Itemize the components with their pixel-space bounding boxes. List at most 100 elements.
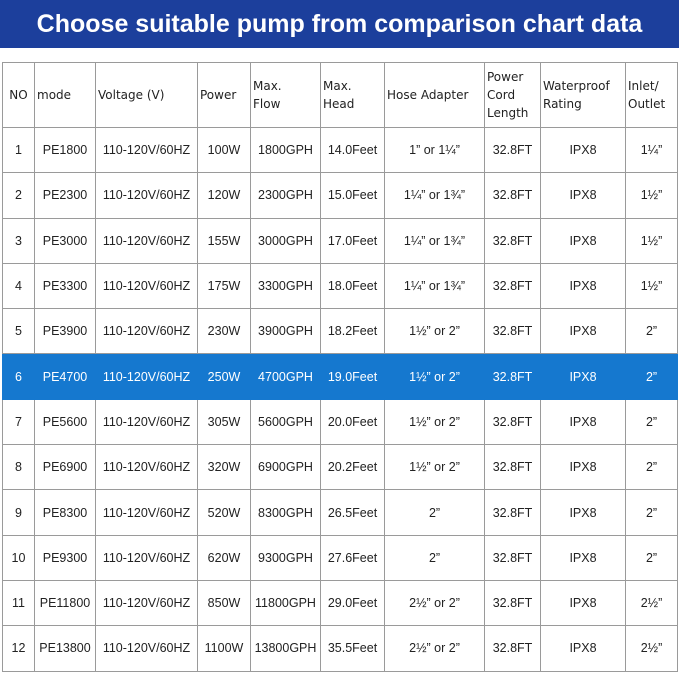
header-line: Max.: [323, 79, 352, 93]
table-cell: PE4700: [34, 353, 96, 400]
table-cell: 2”: [625, 308, 678, 355]
table-row: 6 PE4700 110-120V/60HZ 250W 4700GPH 19.0Feet 1…: [2, 353, 678, 400]
table-cell: 4700GPH: [250, 353, 321, 400]
table-cell: IPX8: [540, 625, 626, 672]
table-cell: 520W: [197, 489, 251, 536]
table-cell: 5: [2, 308, 35, 355]
table-cell: PE5600: [34, 398, 96, 446]
table-cell: 32.8FT: [484, 172, 541, 219]
table-cell: PE3300: [34, 262, 96, 310]
table-cell: 2”: [625, 398, 678, 446]
table-cell: 1½” or 2”: [384, 308, 485, 355]
table-cell: 2: [2, 172, 35, 219]
comparison-table: NO mode Voltage (V) Power Max. Flow Max. Head Ho…: [2, 62, 678, 672]
table-cell: 15.0Feet: [320, 172, 385, 219]
table-row: 4 PE3300 110-120V/60HZ 175W 3300GPH 18.0Feet 1…: [2, 262, 678, 310]
table-cell: IPX8: [540, 126, 626, 174]
table-cell: 32.8FT: [484, 625, 541, 672]
table-cell: PE13800: [34, 625, 96, 672]
table-cell: PE8300: [34, 489, 96, 536]
table-cell: 250W: [197, 353, 251, 400]
table-cell: 29.0Feet: [320, 579, 385, 627]
table-cell: IPX8: [540, 398, 626, 446]
table-cell: 14.0Feet: [320, 126, 385, 174]
table-cell: 1100W: [197, 625, 251, 672]
table-cell: 13800GPH: [250, 625, 321, 672]
header-line: mode: [37, 88, 72, 102]
table-cell: 1½”: [625, 217, 678, 264]
table-cell: 175W: [197, 262, 251, 310]
table-cell: 9: [2, 489, 35, 536]
table-cell: PE3000: [34, 217, 96, 264]
header-line: Head: [323, 97, 355, 111]
table-cell: 32.8FT: [484, 534, 541, 581]
table-cell: 10: [2, 534, 35, 581]
table-cell: 18.0Feet: [320, 262, 385, 310]
table-row: 5 PE3900 110-120V/60HZ 230W 3900GPH 18.2Feet 1…: [2, 308, 678, 355]
table-cell: 9300GPH: [250, 534, 321, 581]
column-header: Max. Head: [320, 62, 385, 128]
table-cell: 4: [2, 262, 35, 310]
table-cell: 110-120V/60HZ: [95, 126, 198, 174]
table-cell: 1½”: [625, 262, 678, 310]
table-cell: IPX8: [540, 579, 626, 627]
table-cell: 1¼” or 1¾”: [384, 262, 485, 310]
table-row: 8 PE6900 110-120V/60HZ 320W 6900GPH 20.2Feet 1…: [2, 444, 678, 491]
column-header: Max. Flow: [250, 62, 321, 128]
table-cell: 20.0Feet: [320, 398, 385, 446]
table-cell: 305W: [197, 398, 251, 446]
table-cell: 32.8FT: [484, 308, 541, 355]
table-cell: 17.0Feet: [320, 217, 385, 264]
table-cell: PE11800: [34, 579, 96, 627]
table-cell: 110-120V/60HZ: [95, 625, 198, 672]
table-cell: 110-120V/60HZ: [95, 579, 198, 627]
table-cell: 3900GPH: [250, 308, 321, 355]
table-cell: 1¼” or 1¾”: [384, 217, 485, 264]
title-banner: Choose suitable pump from comparison cha…: [0, 0, 679, 48]
table-cell: 110-120V/60HZ: [95, 217, 198, 264]
table-cell: IPX8: [540, 489, 626, 536]
table-cell: 32.8FT: [484, 262, 541, 310]
table-cell: 320W: [197, 444, 251, 491]
table-cell: 230W: [197, 308, 251, 355]
table-row: 1 PE1800 110-120V/60HZ 100W 1800GPH 14.0Feet 1…: [2, 126, 678, 174]
table-cell: 19.0Feet: [320, 353, 385, 400]
table-cell: 7: [2, 398, 35, 446]
table-cell: PE9300: [34, 534, 96, 581]
table-cell: 110-120V/60HZ: [95, 398, 198, 446]
table-cell: 8: [2, 444, 35, 491]
table-cell: IPX8: [540, 172, 626, 219]
table-cell: 110-120V/60HZ: [95, 353, 198, 400]
column-header: Voltage (V): [95, 62, 198, 128]
table-cell: 1½” or 2”: [384, 353, 485, 400]
header-line: Max.: [253, 79, 282, 93]
table-cell: IPX8: [540, 353, 626, 400]
table-row: 3 PE3000 110-120V/60HZ 155W 3000GPH 17.0Feet 1…: [2, 217, 678, 264]
table-cell: 20.2Feet: [320, 444, 385, 491]
table-cell: 2½” or 2”: [384, 579, 485, 627]
header-line: Power: [487, 70, 524, 84]
table-cell: 27.6Feet: [320, 534, 385, 581]
table-cell: 32.8FT: [484, 398, 541, 446]
table-cell: 850W: [197, 579, 251, 627]
table-cell: 3000GPH: [250, 217, 321, 264]
table-cell: 5600GPH: [250, 398, 321, 446]
header-row: NO mode Voltage (V) Power Max. Flow Max. Head Ho…: [2, 62, 678, 128]
table-cell: 1800GPH: [250, 126, 321, 174]
table-cell: 11800GPH: [250, 579, 321, 627]
header-line: NO: [9, 88, 28, 102]
header-line: Voltage (V): [98, 88, 165, 102]
header-line: Waterproof: [543, 79, 610, 93]
table-cell: 1½”: [625, 172, 678, 219]
table-cell: 120W: [197, 172, 251, 219]
table-cell: 2”: [384, 489, 485, 536]
header-line: Length: [487, 106, 529, 120]
table-cell: 32.8FT: [484, 353, 541, 400]
table-cell: IPX8: [540, 262, 626, 310]
table-cell: 12: [2, 625, 35, 672]
table-cell: 11: [2, 579, 35, 627]
table-cell: 3300GPH: [250, 262, 321, 310]
table-cell: PE6900: [34, 444, 96, 491]
table-cell: 2”: [625, 353, 678, 400]
